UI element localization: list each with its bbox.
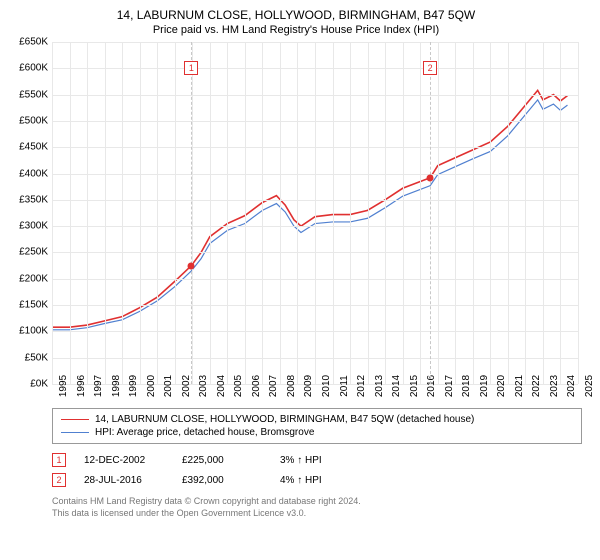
x-axis-tick: 1996	[70, 375, 81, 397]
y-axis-tick: £500K	[19, 115, 48, 126]
y-axis-tick: £100K	[19, 326, 48, 337]
x-axis-tick: 2022	[525, 375, 536, 397]
x-axis-tick: 2015	[403, 375, 414, 397]
sale-row: 2 28-JUL-2016 £392,000 4% ↑ HPI	[52, 470, 582, 490]
legend-swatch	[61, 432, 89, 433]
x-axis-tick: 2011	[333, 375, 344, 397]
x-axis-tick: 2007	[262, 375, 273, 397]
x-axis-tick: 2005	[227, 375, 238, 397]
y-axis-tick: £650K	[19, 37, 48, 48]
x-axis-tick: 2000	[140, 375, 151, 397]
y-axis-tick: £150K	[19, 300, 48, 311]
x-axis-tick: 2006	[245, 375, 256, 397]
footnote-line: Contains HM Land Registry data © Crown c…	[52, 496, 582, 508]
chart-plot: £0K£50K£100K£150K£200K£250K£300K£350K£40…	[52, 42, 578, 384]
footnote: Contains HM Land Registry data © Crown c…	[52, 496, 582, 519]
x-axis-tick: 2025	[578, 375, 589, 397]
sale-date: 28-JUL-2016	[84, 475, 164, 486]
legend-item: HPI: Average price, detached house, Brom…	[61, 426, 573, 439]
legend-swatch	[61, 419, 89, 421]
legend-label: 14, LABURNUM CLOSE, HOLLYWOOD, BIRMINGHA…	[95, 414, 474, 425]
x-axis-tick: 2014	[385, 375, 396, 397]
x-axis-tick: 2003	[192, 375, 203, 397]
sale-price: £392,000	[182, 475, 262, 486]
y-axis-tick: £450K	[19, 142, 48, 153]
chart-subtitle: Price paid vs. HM Land Registry's House …	[10, 24, 582, 36]
x-axis-tick: 2018	[455, 375, 466, 397]
x-axis-tick: 2023	[543, 375, 554, 397]
x-axis-tick: 2013	[368, 375, 379, 397]
legend-label: HPI: Average price, detached house, Brom…	[95, 427, 314, 438]
x-axis-tick: 2020	[490, 375, 501, 397]
y-axis-tick: £200K	[19, 273, 48, 284]
y-axis-tick: £50K	[25, 352, 48, 363]
chart-area: £0K£50K£100K£150K£200K£250K£300K£350K£40…	[52, 42, 578, 402]
x-axis-tick: 2012	[350, 375, 361, 397]
sale-row: 1 12-DEC-2002 £225,000 3% ↑ HPI	[52, 450, 582, 470]
x-axis-tick: 2002	[175, 375, 186, 397]
y-axis-tick: £350K	[19, 194, 48, 205]
y-axis-tick: £250K	[19, 247, 48, 258]
sale-marker: 1	[184, 61, 198, 75]
sale-row-marker: 1	[52, 453, 66, 467]
x-axis-tick: 2009	[297, 375, 308, 397]
y-axis-tick: £600K	[19, 63, 48, 74]
x-axis-tick: 1999	[122, 375, 133, 397]
x-axis-tick: 1998	[105, 375, 116, 397]
legend-item: 14, LABURNUM CLOSE, HOLLYWOOD, BIRMINGHA…	[61, 413, 573, 426]
sales-table: 1 12-DEC-2002 £225,000 3% ↑ HPI 2 28-JUL-2016…	[52, 450, 582, 490]
sale-hpi-delta: 3% ↑ HPI	[280, 455, 360, 466]
sale-hpi-delta: 4% ↑ HPI	[280, 475, 360, 486]
legend: 14, LABURNUM CLOSE, HOLLYWOOD, BIRMINGHA…	[52, 408, 582, 444]
x-axis-tick: 2017	[438, 375, 449, 397]
x-axis-tick: 1997	[87, 375, 98, 397]
x-axis-tick: 2001	[157, 375, 168, 397]
sale-row-marker: 2	[52, 473, 66, 487]
x-axis-tick: 2010	[315, 375, 326, 397]
y-axis-tick: £0K	[30, 379, 48, 390]
x-axis-tick: 2021	[508, 375, 519, 397]
x-axis-tick: 1995	[52, 375, 63, 397]
y-axis-tick: £300K	[19, 221, 48, 232]
x-axis-tick: 2024	[560, 375, 571, 397]
sale-date: 12-DEC-2002	[84, 455, 164, 466]
sale-marker: 2	[423, 61, 437, 75]
y-axis-tick: £550K	[19, 89, 48, 100]
y-axis-tick: £400K	[19, 168, 48, 179]
x-axis-tick: 2019	[473, 375, 484, 397]
footnote-line: This data is licensed under the Open Gov…	[52, 508, 582, 520]
x-axis-tick: 2004	[210, 375, 221, 397]
x-axis-tick: 2008	[280, 375, 291, 397]
sale-dot	[188, 262, 195, 269]
sale-price: £225,000	[182, 455, 262, 466]
sale-dot	[427, 174, 434, 181]
chart-title: 14, LABURNUM CLOSE, HOLLYWOOD, BIRMINGHA…	[10, 8, 582, 22]
